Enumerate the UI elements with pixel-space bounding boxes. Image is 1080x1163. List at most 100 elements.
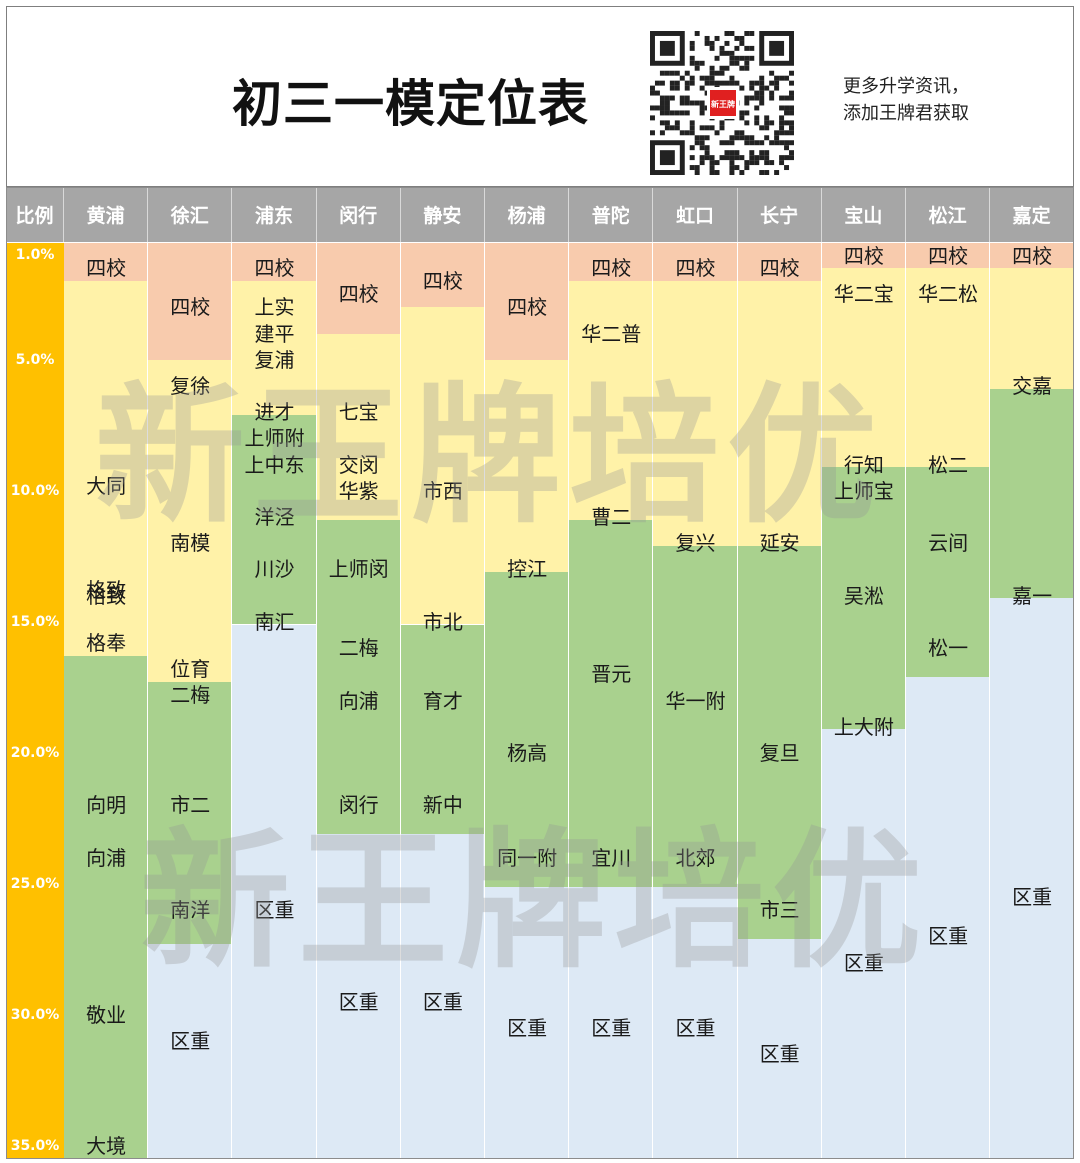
qr-module: [754, 80, 760, 86]
school-label: 华一附: [665, 688, 726, 713]
qr-module: [694, 135, 700, 141]
qr-module: [734, 45, 740, 51]
column-header-district: 松江: [906, 187, 991, 242]
tier-block: [821, 467, 906, 730]
header-box: 初三一模定位表 新王牌 更多升学资讯， 添加王牌君获取: [6, 6, 1074, 187]
qr-module: [769, 80, 775, 86]
qr-module: [694, 60, 700, 66]
qr-module: [694, 65, 700, 71]
school-label: 区重: [422, 989, 463, 1014]
qr-module: [709, 165, 715, 171]
tier-block: [906, 268, 991, 468]
qr-module: [704, 125, 710, 131]
qr-module: [669, 95, 675, 101]
school-label: 复旦: [759, 740, 800, 765]
qr-module: [724, 140, 730, 146]
school-label: 二梅: [170, 683, 211, 708]
qr-module: [744, 165, 750, 171]
qr-module: [749, 55, 755, 61]
qr-module: [759, 95, 765, 101]
qr-module: [699, 140, 705, 146]
qr-module: [704, 145, 710, 151]
qr-module: [669, 110, 675, 116]
qr-module: [774, 130, 780, 136]
tier-block: [232, 624, 317, 1158]
ratio-tick-label: 1.0%: [15, 247, 55, 263]
qr-module: [734, 55, 740, 61]
qr-module: [694, 100, 700, 106]
qr-module: [749, 160, 755, 166]
qr-module: [674, 85, 680, 91]
school-label: 四校: [507, 295, 548, 320]
tier-block: [569, 281, 654, 520]
qr-module: [664, 100, 670, 106]
school-label: 四校: [170, 295, 211, 320]
qr-module: [689, 100, 695, 106]
qr-module: [729, 160, 735, 166]
qr-module: [709, 160, 715, 166]
school-label: 云间: [928, 531, 969, 556]
school-label: 区重: [675, 1016, 716, 1041]
qr-module: [724, 40, 730, 46]
qr-module: [739, 110, 745, 116]
school-label: 区重: [254, 898, 295, 923]
qr-module: [764, 115, 770, 121]
side-line-2: 添加王牌君获取: [843, 103, 969, 124]
qr-module: [719, 120, 725, 126]
qr-module: [699, 85, 705, 91]
tier-block: [990, 388, 1074, 599]
qr-module: [664, 125, 670, 131]
school-label: 区重: [928, 924, 969, 949]
qr-module: [719, 155, 725, 161]
qr-module: [789, 80, 794, 86]
qr-module: [704, 135, 710, 141]
qr-module: [714, 55, 720, 61]
tier-block: [232, 243, 317, 282]
school-label: 向明: [86, 793, 127, 818]
qr-module: [759, 125, 765, 131]
tier-block: [64, 281, 149, 656]
qr-module: [714, 35, 720, 41]
qr-module: [704, 75, 710, 81]
tier-block: [906, 243, 991, 269]
qr-module: [650, 90, 655, 96]
school-label: 建平: [254, 321, 295, 346]
qr-module: [734, 150, 740, 156]
tier-block: [906, 467, 991, 677]
qr-module: [759, 140, 765, 146]
qr-module: [654, 90, 660, 96]
qr-code-icon[interactable]: 新王牌: [647, 31, 797, 175]
qr-module: [724, 31, 730, 36]
qr-module: [749, 85, 755, 91]
tier-block: [316, 243, 401, 334]
school-label: 区重: [1012, 885, 1053, 910]
school-label: 延安: [759, 531, 800, 556]
qr-module: [679, 100, 685, 106]
qr-module: [779, 75, 785, 81]
qr-module: [719, 50, 725, 56]
qr-module: [729, 75, 735, 81]
tier-block: [148, 944, 233, 1158]
school-label: 曹二: [591, 505, 632, 530]
qr-module: [744, 60, 750, 66]
qr-module: [699, 110, 705, 116]
qr-module: [739, 65, 745, 71]
qr-module: [729, 140, 735, 146]
qr-module: [784, 95, 790, 101]
qr-module: [689, 45, 695, 51]
school-label: 南汇: [254, 609, 295, 634]
qr-module: [789, 155, 794, 161]
school-label: 进才: [254, 400, 295, 425]
qr-module: [704, 80, 710, 86]
school-label: 同一附: [497, 845, 558, 870]
tier-block: [821, 729, 906, 1158]
qr-module: [709, 65, 715, 71]
qr-module: [759, 100, 765, 106]
qr-module: [784, 140, 790, 146]
column-header-district: 虹口: [653, 187, 738, 242]
school-label: 四校: [675, 256, 716, 281]
qr-module: [789, 120, 794, 126]
qr-module: [719, 65, 725, 71]
qr-module: [739, 115, 745, 121]
tier-block: [64, 243, 149, 282]
